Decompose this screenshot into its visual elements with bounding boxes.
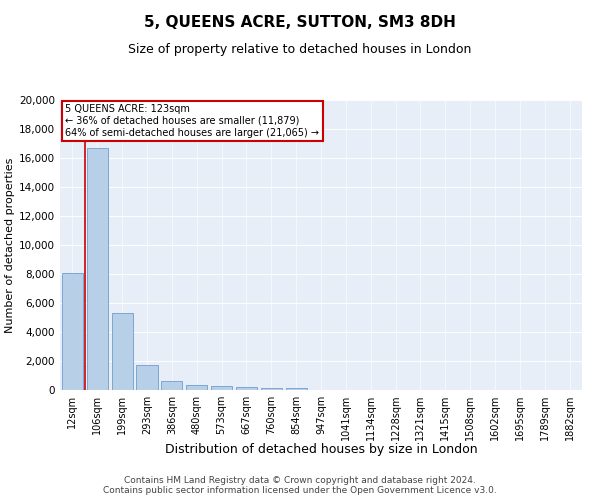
Bar <box>186 385 207 390</box>
Bar <box>136 364 158 390</box>
Bar <box>211 386 232 390</box>
Bar <box>161 380 182 390</box>
Text: Distribution of detached houses by size in London: Distribution of detached houses by size … <box>164 442 478 456</box>
Y-axis label: Number of detached properties: Number of detached properties <box>5 158 15 332</box>
Text: Contains HM Land Registry data © Crown copyright and database right 2024.
Contai: Contains HM Land Registry data © Crown c… <box>103 476 497 495</box>
Bar <box>112 313 133 390</box>
Bar <box>286 388 307 390</box>
Text: 5 QUEENS ACRE: 123sqm
← 36% of detached houses are smaller (11,879)
64% of semi-: 5 QUEENS ACRE: 123sqm ← 36% of detached … <box>65 104 319 138</box>
Bar <box>62 272 83 390</box>
Bar <box>261 388 282 390</box>
Text: Size of property relative to detached houses in London: Size of property relative to detached ho… <box>128 42 472 56</box>
Bar <box>236 387 257 390</box>
Text: 5, QUEENS ACRE, SUTTON, SM3 8DH: 5, QUEENS ACRE, SUTTON, SM3 8DH <box>144 15 456 30</box>
Bar <box>87 148 108 390</box>
